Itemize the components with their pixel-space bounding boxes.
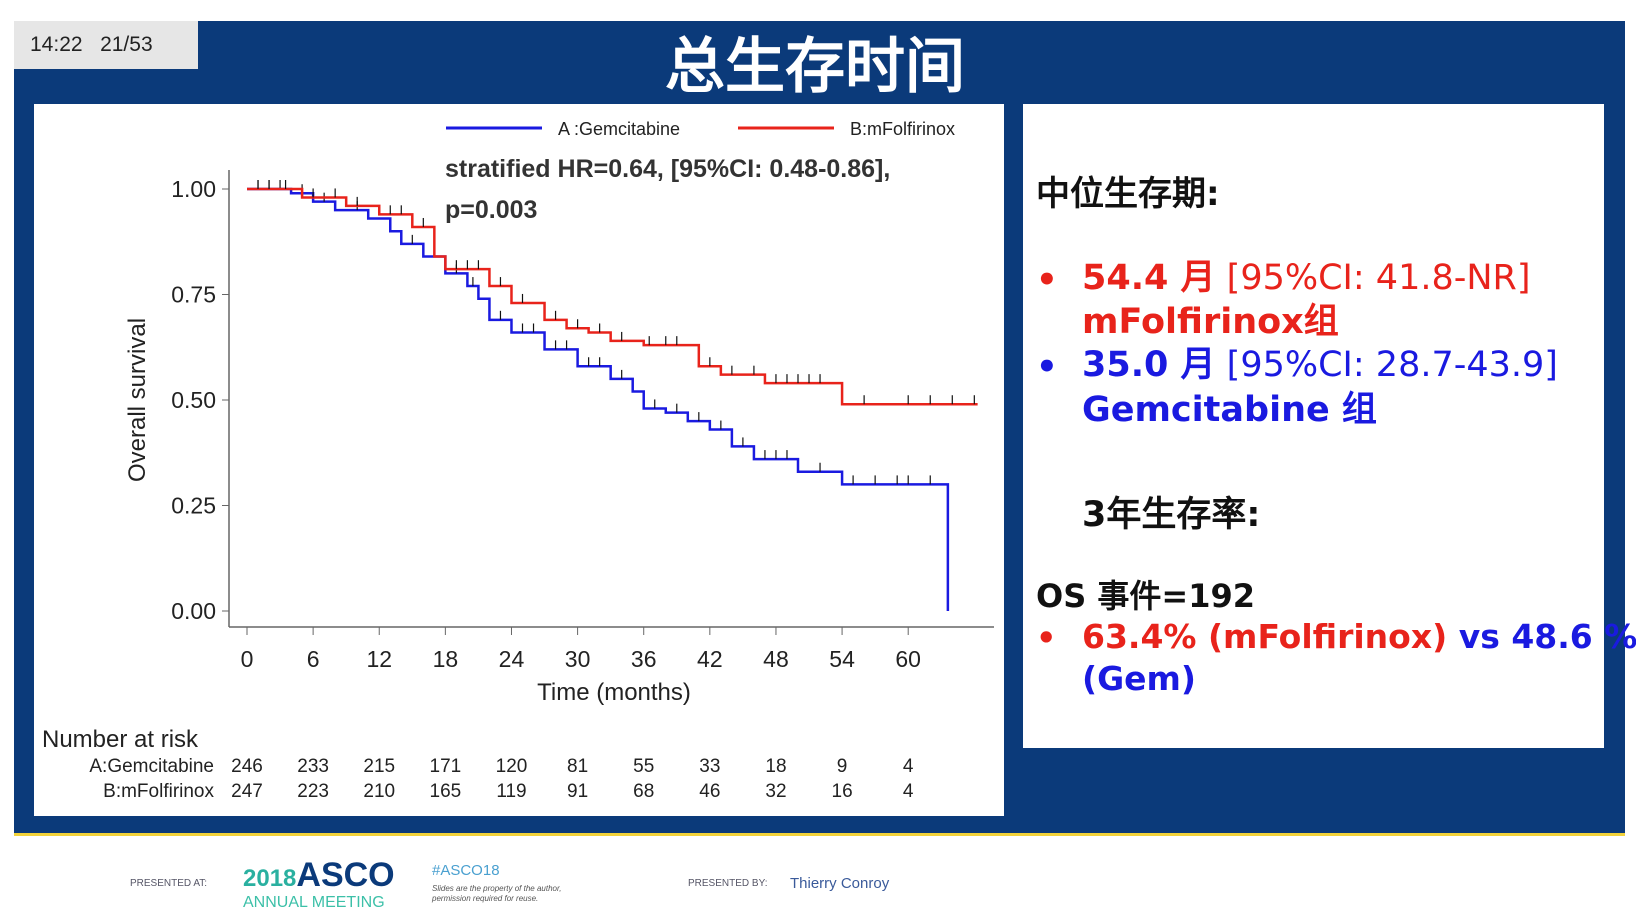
- risk-value: 18: [765, 756, 786, 777]
- group-folfirinox: mFolfirinox组: [1082, 302, 1339, 342]
- risk-value: 16: [832, 781, 853, 802]
- y-tick-label: 0.25: [171, 493, 216, 519]
- x-tick-label: 12: [366, 646, 392, 672]
- os-events: OS 事件=192: [1036, 577, 1256, 615]
- risk-value: 4: [903, 781, 914, 802]
- risk-value: 120: [496, 756, 528, 777]
- rate-gemcitabine-label: (Gem): [1082, 659, 1197, 698]
- median-value: 54.4 月: [1082, 258, 1216, 298]
- summary-panel: [1023, 104, 1604, 748]
- disclaimer: Slides are the property of the author, pe…: [432, 884, 562, 903]
- x-tick-label: 24: [499, 646, 525, 672]
- y-tick-label: 0.00: [171, 598, 216, 624]
- median-ci: [95%CI: 41.8-NR]: [1215, 258, 1531, 298]
- risk-value: 9: [837, 756, 848, 777]
- rate-gemcitabine: vs 48.6 %: [1447, 617, 1636, 656]
- x-tick-label: 48: [763, 646, 789, 672]
- presented-at-label: PRESENTED AT:: [130, 878, 208, 889]
- y-axis-label: Overall survival: [124, 318, 151, 482]
- divider-line: [14, 833, 1625, 836]
- risk-value: 33: [699, 756, 720, 777]
- x-tick-label: 54: [829, 646, 855, 672]
- survival-curve-gemcitabine: [247, 187, 950, 611]
- median-folfirinox: 54.4 月 [95%CI: 41.8-NR]: [1082, 258, 1531, 298]
- risk-value: 119: [496, 781, 526, 802]
- y-tick-label: 0.50: [171, 387, 216, 413]
- x-tick-label: 18: [433, 646, 459, 672]
- risk-value: 68: [633, 781, 654, 802]
- risk-value: 32: [765, 781, 786, 802]
- risk-table-title: Number at risk: [42, 726, 199, 753]
- y-tick-label: 0.75: [171, 282, 216, 308]
- presented-by-label: PRESENTED BY:: [688, 878, 768, 889]
- x-tick-label: 6: [307, 646, 320, 672]
- risk-value: 165: [430, 781, 462, 802]
- x-axis-label: Time (months): [537, 679, 691, 706]
- x-tick-label: 36: [631, 646, 657, 672]
- curves: [247, 180, 978, 611]
- risk-value: 46: [699, 781, 720, 802]
- risk-value: 223: [297, 781, 329, 802]
- status-box: 14:22 21/53: [14, 21, 198, 69]
- x-tick-label: 0: [241, 646, 254, 672]
- risk-value: 246: [231, 756, 263, 777]
- hr-annotation: stratified HR=0.64, [95%CI: 0.48-0.86],: [445, 155, 890, 183]
- risk-value: 215: [363, 756, 395, 777]
- slide-counter: 21/53: [100, 33, 153, 56]
- risk-row-label-a: A:Gemcitabine: [89, 756, 214, 777]
- p-value-annotation: p=0.003: [445, 196, 537, 224]
- asco-meeting: ANNUAL MEETING: [243, 894, 385, 911]
- slide-title: 总生存时间: [665, 32, 965, 102]
- bullet: •: [1036, 619, 1057, 657]
- group-gemcitabine: Gemcitabine 组: [1082, 390, 1377, 430]
- clock: 14:22: [30, 33, 83, 56]
- median-heading: 中位生存期:: [1036, 174, 1220, 214]
- risk-value: 91: [567, 781, 588, 802]
- median-ci: [95%CI: 28.7-43.9]: [1215, 345, 1558, 385]
- asco-logo: 2018ASCO: [243, 856, 395, 894]
- x-tick-label: 42: [697, 646, 723, 672]
- risk-value: 81: [567, 756, 588, 777]
- legend-label-gemcitabine: A :Gemcitabine: [558, 119, 680, 139]
- survival-curve-folfirinox: [247, 187, 978, 406]
- x-tick-label: 30: [565, 646, 591, 672]
- y-tick-label: 1.00: [171, 176, 216, 202]
- presenter-name: Thierry Conroy: [790, 875, 890, 892]
- legend-label-folfirinox: B:mFolfirinox: [850, 119, 955, 139]
- bullet: •: [1036, 347, 1058, 387]
- risk-value: 171: [430, 756, 462, 777]
- median-value: 35.0 月: [1082, 345, 1216, 385]
- three-year-rates: 63.4% (mFolfirinox) vs 48.6 %: [1082, 618, 1636, 656]
- risk-values: 246 233 215 171 120 81 55 33 18 9 4 247 223 210 165 119…: [231, 756, 914, 802]
- median-gemcitabine: 35.0 月 [95%CI: 28.7-43.9]: [1082, 345, 1558, 385]
- three-year-heading: 3年生存率:: [1082, 495, 1261, 535]
- risk-value: 210: [363, 781, 395, 802]
- bullet: •: [1036, 260, 1058, 300]
- risk-value: 4: [903, 756, 914, 777]
- risk-value: 233: [297, 756, 329, 777]
- risk-value: 247: [231, 781, 263, 802]
- x-tick-label: 60: [895, 646, 921, 672]
- chart-panel: [34, 104, 1004, 816]
- risk-value: 55: [633, 756, 654, 777]
- hashtag: #ASCO18: [432, 862, 500, 879]
- risk-row-label-b: B:mFolfirinox: [103, 781, 214, 802]
- axes: 0.00 0.25 0.50 0.75 1.00 0 6 12 18 24 30 36 42 48 54 60: [171, 170, 994, 672]
- rate-folfirinox: 63.4% (mFolfirinox): [1082, 617, 1448, 656]
